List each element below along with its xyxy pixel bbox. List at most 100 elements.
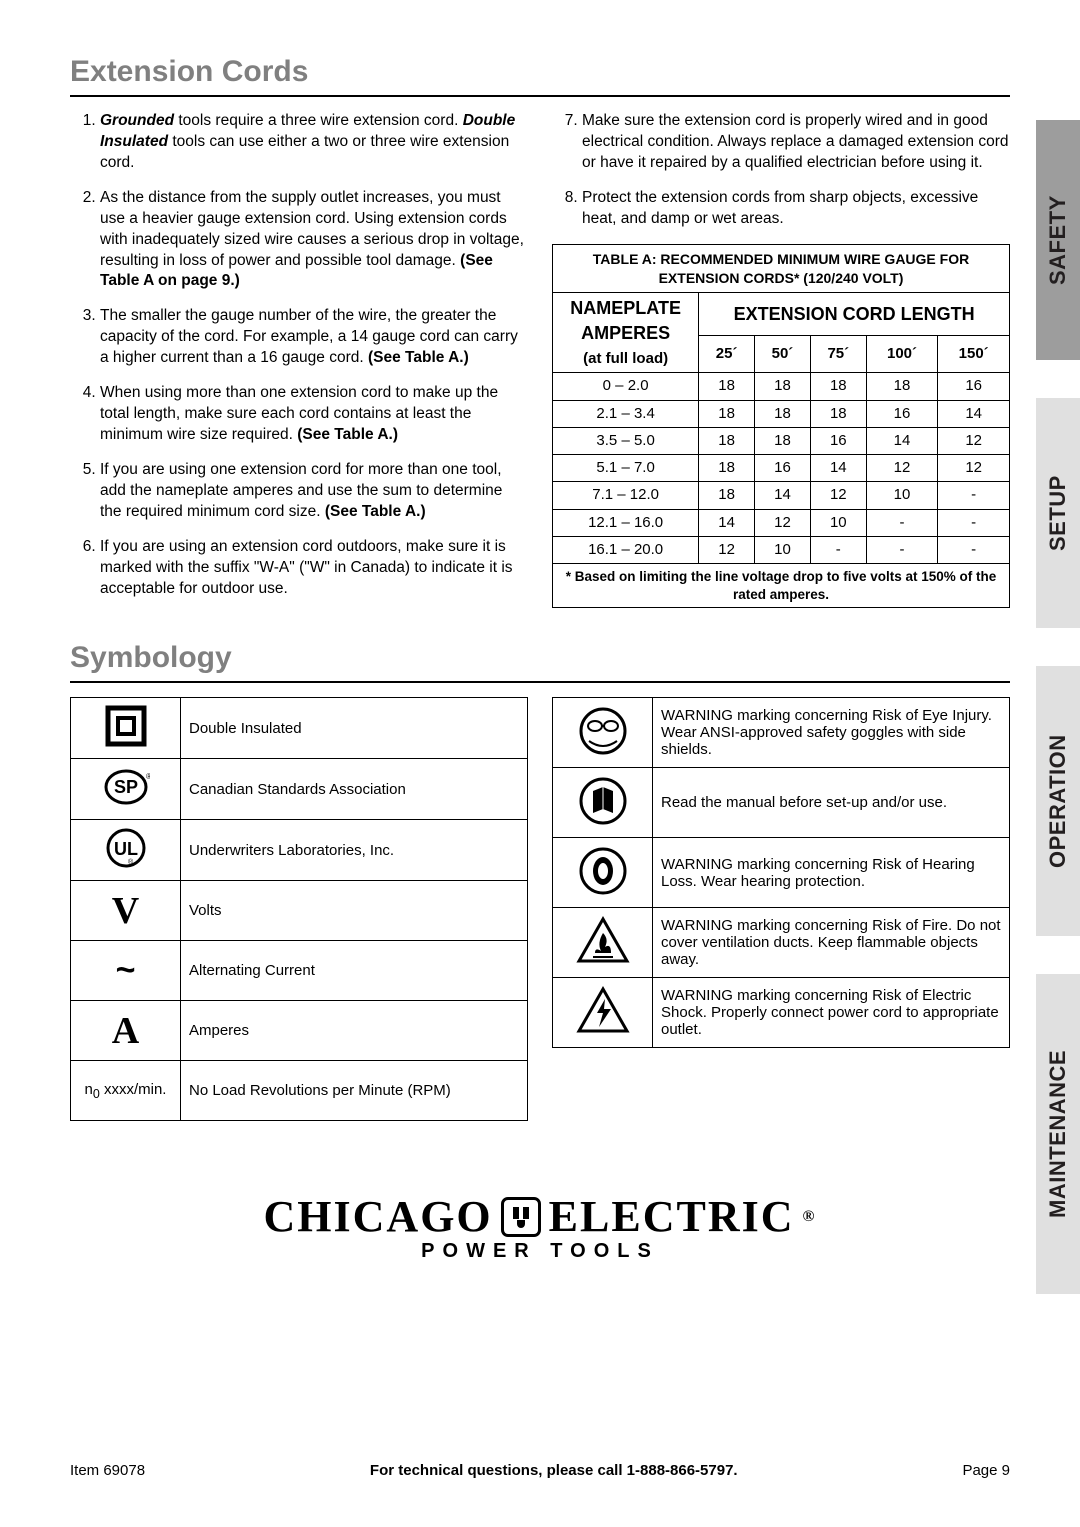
symbol-icon-v: V (71, 881, 181, 941)
table-cell: - (938, 536, 1010, 563)
table-cell: 12 (755, 509, 811, 536)
table-cell: 12.1 – 16.0 (553, 509, 699, 536)
symbol-label: Volts (181, 881, 528, 941)
side-tab-operation: OPERATION (1036, 666, 1080, 936)
svg-text:UL: UL (114, 839, 138, 859)
table-cell: 14 (866, 427, 938, 454)
table-cell: 10 (810, 509, 866, 536)
section-extension-cords-title: Extension Cords (70, 55, 1010, 89)
table-cell: 5.1 – 7.0 (553, 455, 699, 482)
table-cell: 0 – 2.0 (553, 373, 699, 400)
table-cell: 18 (699, 373, 755, 400)
symbol-icon-ul: UL® (71, 820, 181, 881)
symbology-left: Double Insulated SP ® Canadian Standards As… (70, 697, 528, 1121)
symbol-icon-di (71, 698, 181, 759)
symbol-icon-manual (553, 768, 653, 838)
list-item: Protect the extension cords from sharp o… (582, 188, 1010, 230)
symbology-right: WARNING marking concerning Risk of Eye I… (552, 697, 1010, 1048)
symbol-label: WARNING marking concerning Risk of Eye I… (653, 698, 1010, 768)
table-cell: 14 (699, 509, 755, 536)
symbol-icon-shock (553, 978, 653, 1048)
table-cell: 12 (699, 536, 755, 563)
extension-cords-columns: Grounded tools require a three wire exte… (70, 111, 1010, 613)
section-symbology-title: Symbology (70, 641, 1010, 675)
table-cell: 12 (938, 455, 1010, 482)
table-cell: 2.1 – 3.4 (553, 400, 699, 427)
table-cell: 12 (810, 482, 866, 509)
table-cell: - (938, 482, 1010, 509)
table-cell: 18 (699, 482, 755, 509)
symbol-icon-a: A (71, 1001, 181, 1061)
table-cell: - (938, 509, 1010, 536)
table-a-foot: * Based on limiting the line voltage dro… (553, 564, 1010, 608)
table-cell: 16 (755, 455, 811, 482)
table-cell: 10 (755, 536, 811, 563)
divider (70, 681, 1010, 683)
symbol-label: WARNING marking concerning Risk of Fire.… (653, 908, 1010, 978)
symbol-label: Double Insulated (181, 698, 528, 759)
table-cell: - (810, 536, 866, 563)
symbol-label: No Load Revolutions per Minute (RPM) (181, 1061, 528, 1121)
svg-text:SP: SP (113, 777, 137, 797)
page-footer: Item 69078 For technical questions, plea… (70, 1462, 1010, 1479)
svg-text:®: ® (146, 772, 150, 781)
table-cell: 16 (810, 427, 866, 454)
logo-plug-icon (501, 1197, 541, 1237)
table-cell: 18 (755, 373, 811, 400)
svg-text:®: ® (128, 858, 134, 866)
symbol-icon-rpm: n0 xxxx/min. (71, 1061, 181, 1121)
table-cell: 18 (699, 455, 755, 482)
symbol-label: WARNING marking concerning Risk of Heari… (653, 838, 1010, 908)
list-item: If you are using one extension cord for … (100, 460, 528, 523)
table-cell: 16 (866, 400, 938, 427)
table-a: TABLE A: RECOMMENDED MINIMUM WIRE GAUGE … (552, 244, 1010, 609)
side-tabs: SAFETYSETUPOPERATIONMAINTENANCE (1036, 0, 1080, 1527)
table-cell: 18 (699, 427, 755, 454)
symbol-icon-fire (553, 908, 653, 978)
footer-page: Page 9 (962, 1462, 1010, 1479)
table-col-head: 75´ (810, 336, 866, 373)
table-cell: 14 (755, 482, 811, 509)
table-cell: - (866, 509, 938, 536)
table-cell: 12 (938, 427, 1010, 454)
table-cell: 18 (699, 400, 755, 427)
table-a-atfull: (at full load) (583, 350, 668, 367)
table-cell: 18 (810, 400, 866, 427)
table-a-title: TABLE A: RECOMMENDED MINIMUM WIRE GAUGE … (553, 244, 1010, 293)
symbol-label: Underwriters Laboratories, Inc. (181, 820, 528, 881)
table-cell: 18 (810, 373, 866, 400)
list-item: Make sure the extension cord is properly… (582, 111, 1010, 174)
table-cell: 14 (938, 400, 1010, 427)
symbol-label: WARNING marking concerning Risk of Elect… (653, 978, 1010, 1048)
table-cell: 16 (938, 373, 1010, 400)
table-cell: 14 (810, 455, 866, 482)
list-item: As the distance from the supply outlet i… (100, 188, 528, 293)
table-cell: 18 (866, 373, 938, 400)
side-tab-setup: SETUP (1036, 398, 1080, 628)
ext-list-left: Grounded tools require a three wire exte… (70, 111, 528, 599)
logo-sub: POWER TOOLS (70, 1240, 1010, 1263)
divider (70, 95, 1010, 97)
table-a-extlen: EXTENSION CORD LENGTH (699, 293, 1010, 336)
symbol-icon-ac: ~ (71, 941, 181, 1001)
table-col-head: 25´ (699, 336, 755, 373)
list-item: When using more than one extension cord … (100, 383, 528, 446)
list-item: If you are using an extension cord outdo… (100, 537, 528, 600)
symbol-label: Canadian Standards Association (181, 759, 528, 820)
table-cell: - (866, 536, 938, 563)
symbol-icon-eye (553, 698, 653, 768)
symbol-label: Alternating Current (181, 941, 528, 1001)
logo-word-1: CHICAGO (264, 1191, 493, 1242)
list-item: The smaller the gauge number of the wire… (100, 306, 528, 369)
symbol-label: Read the manual before set-up and/or use… (653, 768, 1010, 838)
table-cell: 7.1 – 12.0 (553, 482, 699, 509)
list-item: Grounded tools require a three wire exte… (100, 111, 528, 174)
table-col-head: 50´ (755, 336, 811, 373)
table-cell: 10 (866, 482, 938, 509)
symbol-label: Amperes (181, 1001, 528, 1061)
logo-word-2: ELECTRIC (549, 1191, 795, 1242)
brand-logo: CHICAGO ELECTRIC® POWER TOOLS (70, 1191, 1010, 1263)
table-cell: 3.5 – 5.0 (553, 427, 699, 454)
table-col-head: 100´ (866, 336, 938, 373)
table-col-head: 150´ (938, 336, 1010, 373)
